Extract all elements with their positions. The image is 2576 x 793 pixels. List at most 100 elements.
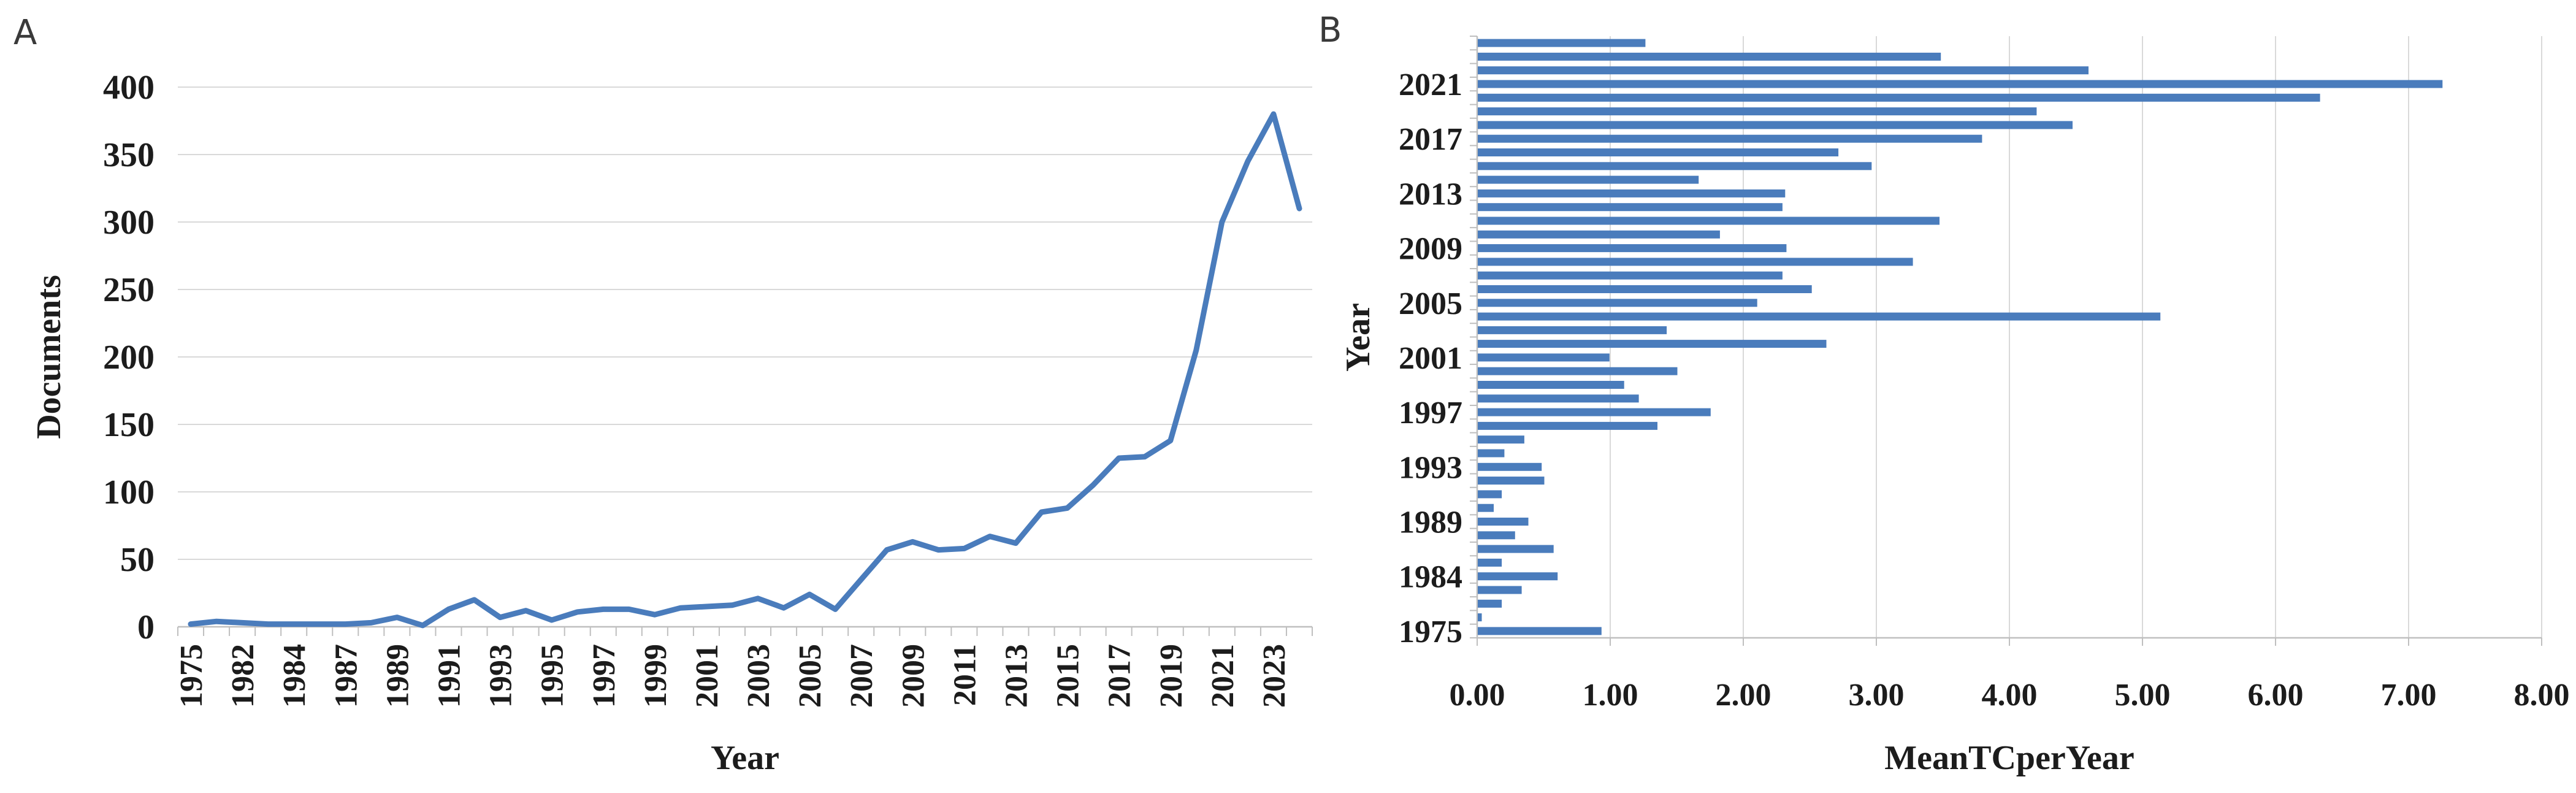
- mean-tc-bar: [1478, 175, 1699, 184]
- x-axis-tick-label: 2005: [793, 644, 828, 708]
- mean-tc-bar: [1478, 80, 2443, 88]
- y-axis-tick-label: 2005: [1399, 286, 1462, 321]
- x-axis-tick-label: 1975: [174, 644, 209, 708]
- mean-tc-bar: [1478, 66, 2089, 75]
- mean-tc-bar: [1478, 545, 1554, 553]
- y-axis-tick-label: 1975: [1399, 615, 1462, 649]
- mean-tc-bar: [1478, 599, 1502, 608]
- x-axis-tick-label: 1999: [638, 644, 673, 708]
- x-axis-tick-label: 2017: [1103, 644, 1137, 708]
- mean-tc-bar: [1478, 189, 1786, 197]
- mean-tc-bar: [1478, 271, 1783, 280]
- mean-tc-bar: [1478, 572, 1558, 581]
- y-axis-tick-label: 0: [137, 608, 155, 646]
- mean-tc-bar: [1478, 531, 1515, 540]
- documents-line-series: [188, 111, 1302, 629]
- mean-tc-bar: [1478, 435, 1524, 444]
- x-axis-tick-label: 1982: [226, 644, 261, 708]
- x-axis-tick-label: 2007: [844, 644, 879, 708]
- x-axis-tick-label: 5.00: [2115, 678, 2171, 713]
- mean-tc-bar: [1478, 258, 1913, 266]
- y-axis-tick-label: 1984: [1399, 560, 1462, 595]
- x-axis-tick-label: 1993: [484, 644, 519, 708]
- panel-a-line-chart: 0 50 100 150 200 250 300 350 400 1975 1982 1984 1987…: [103, 69, 1313, 708]
- y-axis-tick-label: 1993: [1399, 450, 1462, 485]
- mean-tc-bar: [1478, 216, 1940, 225]
- x-axis-tick-label: 1997: [587, 644, 622, 708]
- y-axis-tick-label: 200: [103, 339, 155, 377]
- x-axis-tick-label: 2015: [1051, 644, 1086, 708]
- y-axis-tick-label: 2021: [1399, 67, 1462, 102]
- mean-tc-bar: [1478, 244, 1787, 253]
- mean-tc-bar: [1478, 121, 2073, 129]
- mean-tc-bar: [1478, 408, 1711, 416]
- mean-tc-bar: [1478, 353, 1610, 362]
- mean-tc-bar: [1478, 367, 1678, 375]
- panel-b-bar-chart: 2021 2017 2013 2009 2005 2001 1997 1993 1989 1984…: [1399, 36, 2570, 713]
- mean-tc-bar: [1478, 558, 1502, 567]
- panel-b-x-axis-title: MeanTCperYear: [1884, 739, 2135, 777]
- mean-tc-bar: [1478, 162, 1872, 170]
- y-axis-tick-label: 2001: [1399, 341, 1462, 376]
- mean-tc-bar: [1478, 449, 1505, 458]
- x-axis-tick-label: 2023: [1257, 644, 1292, 708]
- y-axis-tick-label: 250: [103, 271, 155, 309]
- mean-tc-bar: [1478, 613, 1482, 622]
- mean-tc-bar: [1478, 230, 1720, 239]
- x-axis-tick-label: 1984: [277, 644, 312, 708]
- x-axis-tick-label: 2009: [896, 644, 931, 708]
- mean-tc-bar: [1478, 462, 1542, 471]
- y-axis-tick-label: 400: [103, 69, 155, 107]
- y-axis-tick-label: 2009: [1399, 232, 1462, 267]
- mean-tc-bar: [1478, 107, 2037, 116]
- x-axis-tick-label: 1987: [329, 644, 364, 708]
- x-axis-tick-label: 2021: [1206, 644, 1240, 708]
- x-axis-tick-label: 2.00: [1716, 678, 1771, 713]
- x-axis-tick-label: 4.00: [1982, 678, 2038, 713]
- x-axis-tick-label: 2013: [999, 644, 1034, 708]
- x-axis-tick-label: 0.00: [1450, 678, 1505, 713]
- mean-tc-bar: [1478, 299, 1757, 307]
- x-axis-tick-label: 1.00: [1583, 678, 1638, 713]
- panel-b-y-axis-title: Year: [1339, 303, 1377, 372]
- x-axis-tick-label: 7.00: [2381, 678, 2437, 713]
- mean-tc-bar: [1478, 421, 1657, 430]
- x-axis-tick-label: 2011: [947, 644, 982, 706]
- mean-tc-bar: [1478, 518, 1529, 526]
- panel-a-x-axis-title: Year: [711, 739, 779, 777]
- y-axis-tick-label: 2017: [1399, 122, 1462, 157]
- mean-tc-bar: [1478, 490, 1502, 499]
- panel-b-letter: B: [1318, 10, 1342, 50]
- mean-tc-bar: [1478, 326, 1667, 334]
- x-axis-tick-label: 8.00: [2514, 678, 2570, 713]
- y-axis-tick-label: 350: [103, 136, 155, 174]
- mean-tc-bar: [1478, 586, 1522, 594]
- y-axis-tick-label: 100: [103, 473, 155, 511]
- mean-tc-bar: [1478, 394, 1639, 403]
- x-axis-tick-label: 6.00: [2248, 678, 2304, 713]
- mean-tc-bar: [1478, 148, 1839, 156]
- x-axis-tick-label: 2001: [690, 644, 725, 708]
- x-axis-tick-label: 1991: [432, 644, 467, 708]
- mean-tc-bar: [1478, 285, 1812, 293]
- y-axis-tick-label: 150: [103, 406, 155, 444]
- panel-a-letter: A: [13, 13, 37, 53]
- x-axis-tick-label: 1995: [535, 644, 570, 708]
- panel-a-y-axis-title: Documents: [30, 275, 68, 439]
- y-axis-tick-label: 50: [120, 541, 155, 579]
- mean-tc-bar: [1478, 312, 2161, 321]
- x-axis-tick-label: 3.00: [1849, 678, 1905, 713]
- y-axis-tick-label: 1997: [1399, 396, 1462, 431]
- mean-tc-bar: [1478, 93, 2320, 102]
- x-axis-tick-label: 2003: [741, 644, 776, 708]
- mean-tc-bar: [1478, 52, 1941, 61]
- mean-tc-bar: [1478, 381, 1624, 389]
- x-axis-tick-label: 1989: [380, 644, 415, 708]
- mean-tc-bar: [1478, 134, 1982, 143]
- mean-tc-bar: [1478, 340, 1827, 348]
- mean-tc-bar: [1478, 504, 1494, 512]
- mean-tc-bar: [1478, 627, 1602, 635]
- y-axis-tick-label: 2013: [1399, 177, 1462, 212]
- y-axis-tick-label: 300: [103, 204, 155, 242]
